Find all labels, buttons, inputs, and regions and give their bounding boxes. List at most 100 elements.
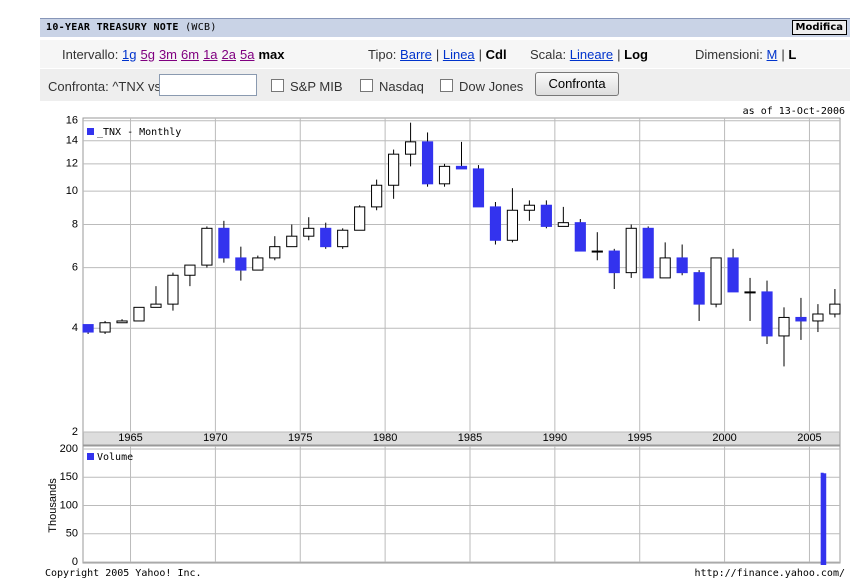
candle-body	[557, 222, 569, 227]
candle-body	[201, 227, 213, 266]
y-tick-label: 16	[66, 115, 78, 127]
copyright: Copyright 2005 Yahoo! Inc.	[45, 568, 202, 579]
x-tick-label: 1965	[118, 432, 142, 444]
volume-frame	[82, 445, 841, 564]
type-group: Tipo: Barre | Linea | Cdl	[368, 47, 507, 62]
candle-body	[354, 206, 366, 231]
candle-body	[506, 209, 519, 241]
legend-swatch	[87, 128, 94, 135]
x-tick-label: 1975	[288, 432, 312, 444]
range-link[interactable]: 1a	[203, 47, 218, 62]
candle-body	[269, 246, 281, 259]
size-group: Dimensioni: M | L	[695, 47, 797, 62]
title: 10-YEAR TREASURY NOTE	[46, 22, 179, 33]
checkbox-dow[interactable]: Dow Jones	[440, 79, 523, 94]
candle-body	[388, 153, 400, 186]
candle-body	[812, 313, 824, 322]
x-tick-label: 2005	[797, 432, 821, 444]
candle-body	[421, 141, 434, 185]
candle-body	[727, 257, 739, 293]
x-tick-label: 1995	[627, 432, 651, 444]
candle-body	[286, 235, 298, 248]
source-url: http://finance.yahoo.com/	[694, 568, 845, 579]
candle-body	[829, 303, 841, 315]
range-current: max	[258, 47, 285, 62]
candle-body	[82, 324, 94, 333]
y-tick-label: 150	[60, 471, 78, 483]
range-link[interactable]: 5g	[140, 47, 155, 62]
candle-body	[167, 274, 179, 305]
candle-body	[523, 204, 535, 211]
range-link[interactable]: 5a	[240, 47, 255, 62]
size-link[interactable]: M	[766, 47, 778, 62]
candle-body	[371, 184, 383, 208]
range-links: 1g 5g 3m 6m 1a 2a 5a max	[122, 47, 285, 62]
legend-label: _TNX - Monthly	[97, 127, 181, 138]
size-current: L	[788, 47, 797, 62]
range-label: Intervallo:	[62, 47, 119, 62]
scale-current: Log	[624, 47, 648, 62]
type-link[interactable]: Linea	[442, 47, 475, 62]
compare-label: Confronta: ^TNX vs	[48, 79, 162, 94]
candle-body	[778, 316, 790, 337]
x-tick-label: 1985	[458, 432, 482, 444]
size-label: Dimensioni:	[695, 47, 763, 62]
range-link[interactable]: 3m	[158, 47, 177, 62]
candle-body	[133, 306, 145, 322]
candle-body	[540, 204, 552, 227]
compare-input[interactable]	[159, 74, 257, 96]
checkbox-label: Dow Jones	[459, 79, 524, 94]
candle-body	[489, 206, 502, 241]
header-title: 10-YEAR TREASURY NOTE (WCB)	[46, 22, 217, 33]
y-axis-label: Thousands	[47, 478, 59, 533]
candle-body	[337, 229, 349, 248]
candle-body	[320, 227, 332, 248]
compare-button[interactable]: Confronta	[535, 72, 619, 96]
candle-body	[795, 316, 807, 322]
candle-body	[235, 257, 247, 271]
candle-body	[218, 227, 230, 259]
legend-label: Volume	[97, 452, 133, 463]
candle-body	[455, 165, 468, 170]
candle-body	[574, 222, 586, 252]
y-tick-label: 4	[72, 322, 78, 334]
candle-body	[303, 227, 315, 237]
options-row: Intervallo: 1g 5g 3m 6m 1a 2a 5a max Tipo: Barr…	[40, 40, 850, 68]
header-bar: 10-YEAR TREASURY NOTE (WCB) Modifica	[40, 18, 850, 37]
candle-body	[625, 227, 637, 274]
y-tick-label: 8	[72, 218, 78, 230]
range-link[interactable]: 2a	[221, 47, 236, 62]
y-tick-label: 14	[66, 135, 78, 147]
y-tick-label: 0	[72, 556, 78, 568]
type-label: Tipo:	[368, 47, 397, 62]
y-tick-label: 100	[60, 499, 78, 511]
candle-body	[710, 257, 722, 305]
candle-body	[608, 250, 620, 274]
candle-body	[693, 272, 705, 305]
exchange: (WCB)	[185, 22, 217, 33]
candle-body	[676, 257, 688, 274]
candle-body	[659, 257, 671, 279]
checkbox-sp[interactable]: S&P MIB	[271, 79, 343, 94]
edit-button[interactable]: Modifica	[791, 20, 847, 35]
checkbox-nasdaq[interactable]: Nasdaq	[360, 79, 424, 94]
volume-bar	[820, 472, 824, 565]
checkbox-label: Nasdaq	[379, 79, 424, 94]
range-link[interactable]: 6m	[181, 47, 200, 62]
scale-link[interactable]: Lineare	[569, 47, 614, 62]
candle-body	[184, 264, 196, 276]
range-link[interactable]: 1g	[122, 47, 137, 62]
legend-swatch	[87, 453, 94, 460]
type-link[interactable]: Barre	[400, 47, 432, 62]
x-tick-label: 2000	[712, 432, 736, 444]
candle-body	[761, 291, 773, 337]
scale-label: Scala:	[530, 47, 567, 62]
y-tick-label: 10	[66, 185, 78, 197]
candle-body	[404, 141, 417, 155]
type-current: Cdl	[485, 47, 507, 62]
y-tick-label: 200	[60, 443, 78, 455]
y-tick-label: 12	[66, 158, 78, 170]
candle-body	[150, 303, 162, 308]
y-tick-label: 6	[72, 261, 78, 273]
